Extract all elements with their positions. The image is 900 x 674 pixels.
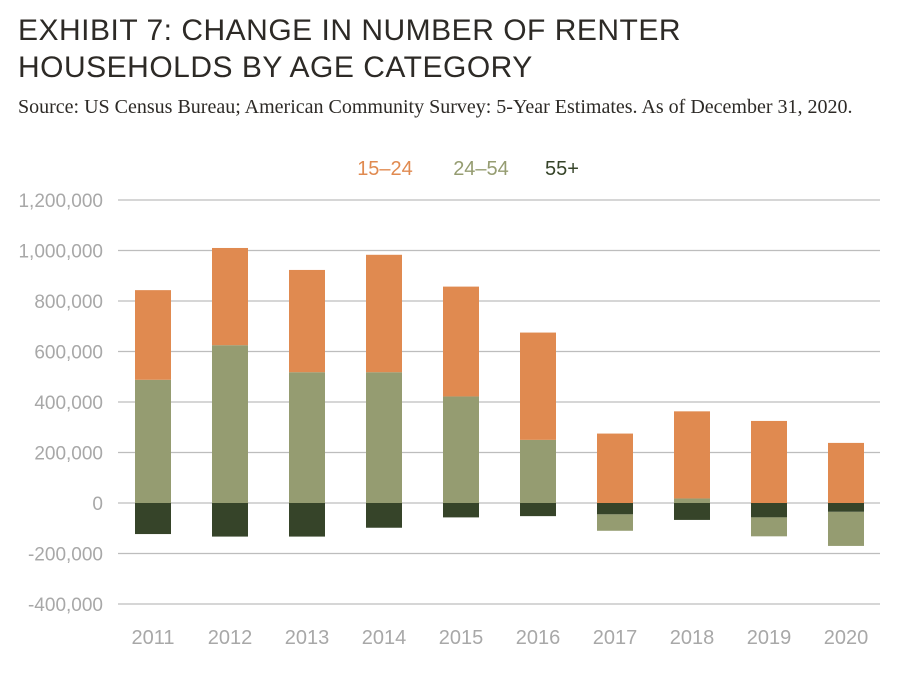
source-note: Source: US Census Bureau; American Commu… <box>18 96 853 118</box>
x-tick-label: 2013 <box>285 627 330 649</box>
bars <box>135 247 864 546</box>
x-tick-label: 2015 <box>439 627 484 649</box>
bar-2011-15-24 <box>135 290 171 380</box>
bar-2013-15-24 <box>289 269 325 373</box>
bar-2012-55plus <box>212 503 248 537</box>
bar-2018-24-54 <box>674 498 710 503</box>
x-tick-label: 2017 <box>593 627 638 649</box>
x-tick-label: 2012 <box>208 627 253 649</box>
bar-2017-15-24 <box>597 433 633 503</box>
legend-item: 24–54 <box>453 158 509 180</box>
bar-2011-55plus <box>135 503 171 535</box>
bar-2012-15-24 <box>212 247 248 346</box>
legend: 15–24 24–54 55+ <box>357 158 579 180</box>
legend-item: 55+ <box>545 158 579 180</box>
y-tick-label: 1,200,000 <box>18 191 103 212</box>
bar-2020-24-54 <box>828 511 864 546</box>
bar-2017-24-54 <box>597 514 633 531</box>
bar-2014-55plus <box>366 503 402 528</box>
y-tick-label: 1,000,000 <box>18 242 103 263</box>
bar-2013-55plus <box>289 503 325 537</box>
y-tick-label: 0 <box>92 494 103 515</box>
bar-2020-15-24 <box>828 442 864 503</box>
legend-item: 15–24 <box>357 158 413 180</box>
bar-2020-55plus <box>828 503 864 512</box>
bar-2015-15-24 <box>443 286 479 397</box>
bar-2016-24-54 <box>520 439 556 503</box>
chart-title: EXHIBIT 7: CHANGE IN NUMBER OF RENTER HO… <box>18 14 682 84</box>
y-tick-label: -400,000 <box>28 595 103 616</box>
x-tick-label: 2011 <box>131 627 174 649</box>
bar-2013-24-54 <box>289 372 325 503</box>
bar-2016-15-24 <box>520 332 556 440</box>
x-tick-label: 2014 <box>362 627 407 649</box>
y-axis: 1,200,000 1,000,000 800,000 600,000 400,000 2… <box>18 191 103 616</box>
x-tick-label: 2020 <box>824 627 869 649</box>
bar-2019-24-54 <box>751 517 787 537</box>
bar-2018-15-24 <box>674 411 710 499</box>
x-tick-label: 2019 <box>747 627 792 649</box>
bar-2017-55plus <box>597 503 633 515</box>
bar-2018-55plus <box>674 503 710 520</box>
y-tick-label: 800,000 <box>34 292 103 313</box>
bar-2016-55plus <box>520 503 556 517</box>
y-tick-label: -200,000 <box>28 545 103 566</box>
bar-2012-24-54 <box>212 345 248 503</box>
bar-2014-24-54 <box>366 372 402 503</box>
bar-2011-24-54 <box>135 379 171 503</box>
y-tick-label: 200,000 <box>34 444 103 465</box>
bar-2015-55plus <box>443 503 479 518</box>
x-tick-label: 2018 <box>670 627 715 649</box>
bar-2015-24-54 <box>443 396 479 503</box>
x-tick-label: 2016 <box>516 627 561 649</box>
y-tick-label: 400,000 <box>34 393 103 414</box>
bar-2014-15-24 <box>366 254 402 373</box>
bar-2019-15-24 <box>751 420 787 503</box>
y-tick-label: 600,000 <box>34 343 103 364</box>
bar-2019-55plus <box>751 503 787 518</box>
x-axis: 2011 2012 2013 2014 2015 2016 2017 2018 2019 2020 <box>131 627 868 649</box>
